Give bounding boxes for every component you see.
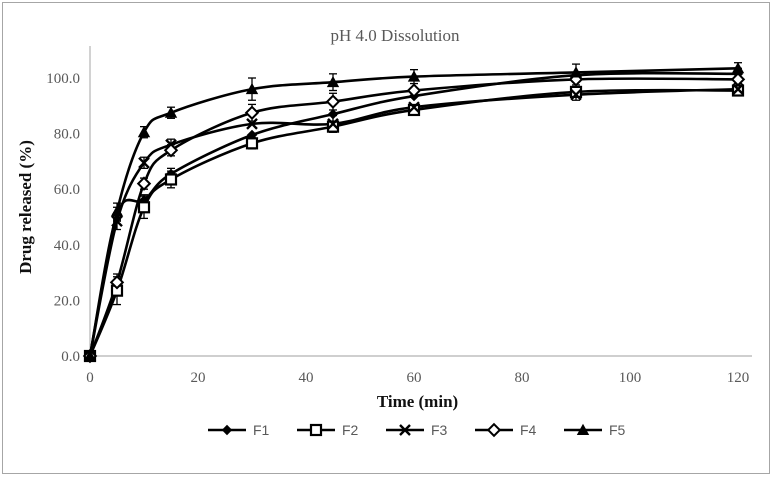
legend-item-F3: F3 [386,422,448,438]
marker-F4-5 [109,275,125,290]
y-tick-label: 60.0 [54,182,80,198]
legend-marker-F2 [309,423,323,437]
x-tick-label: 20 [191,370,206,386]
error-bars-F5 [113,62,742,221]
x-tick-label: 0 [86,370,94,386]
marker-F3-90 [570,88,582,101]
legend-label-F5: F5 [609,422,626,438]
marker-F3-10 [138,156,150,169]
legend-item-F4: F4 [475,422,537,438]
marker-F4-45 [325,94,341,109]
marker-F2-15 [164,173,178,186]
legend-marker-F4 [486,422,502,438]
y-tick-label: 80.0 [54,127,80,143]
y-tick-label: 0.0 [61,349,80,365]
legend-marker-F3 [399,424,411,436]
series-line-F4 [88,77,740,358]
marker-F4-60 [406,83,422,98]
marker-F5-5 [110,205,124,217]
markers-F4 [82,72,746,364]
x-tick-label: 80 [515,370,530,386]
y-tick-label: 100.0 [46,71,80,87]
error-bars-F4 [113,73,580,292]
x-axis-label: Time (min) [376,392,459,411]
legend: F1 F2 F3 F4 F5 [208,422,626,438]
marker-F4-30 [244,105,260,120]
marker-F5-45 [326,75,340,88]
marker-F5-60 [407,70,421,82]
marker-F3-120 [732,83,744,95]
y-tick-label: 20.0 [54,293,80,309]
marker-F2-60 [407,103,421,117]
marker-F5-120 [731,62,745,74]
chart-title: pH 4.0 Dissolution [330,26,460,45]
marker-F2-30 [245,137,259,150]
x-tick-label: 40 [299,370,314,386]
marker-F2-10 [137,201,151,214]
markers-F2 [83,84,745,363]
legend-item-F5: F5 [564,422,626,438]
series-line-F3 [88,87,740,358]
legend-label-F2: F2 [342,422,359,438]
marker-F4-15 [163,143,179,158]
legend-marker-F1 [221,424,233,436]
marker-F5-90 [569,66,583,78]
y-tick-label: 40.0 [54,238,80,254]
marker-F5-10 [137,126,151,138]
marker-F2-90 [569,85,583,99]
markers-F5 [83,62,745,361]
marker-F5-0 [83,349,97,361]
series-line-F2 [88,88,740,358]
legend-label-F3: F3 [431,422,448,438]
series-line-F5 [88,66,740,358]
x-tick-label: 100 [619,370,642,386]
legend-item-F1: F1 [208,422,270,438]
markers-F3 [84,83,744,362]
marker-F4-10 [136,176,152,191]
marker-F4-90 [568,72,584,87]
legend-label-F4: F4 [520,422,537,438]
legend-marker-F5 [576,423,590,435]
legend-item-F2: F2 [297,422,359,438]
x-tick-label: 60 [407,370,422,386]
marker-F4-120 [730,72,746,87]
marker-F1-45 [327,108,339,120]
legend-label-F1: F1 [253,422,270,438]
marker-F5-30 [245,82,259,95]
marker-F2-45 [326,120,340,133]
marker-F3-45 [327,118,339,130]
marker-F3-60 [408,101,420,114]
marker-F3-5 [111,215,123,228]
marker-F5-15 [164,106,178,118]
marker-F3-30 [246,118,258,130]
x-tick-label: 120 [727,370,750,386]
